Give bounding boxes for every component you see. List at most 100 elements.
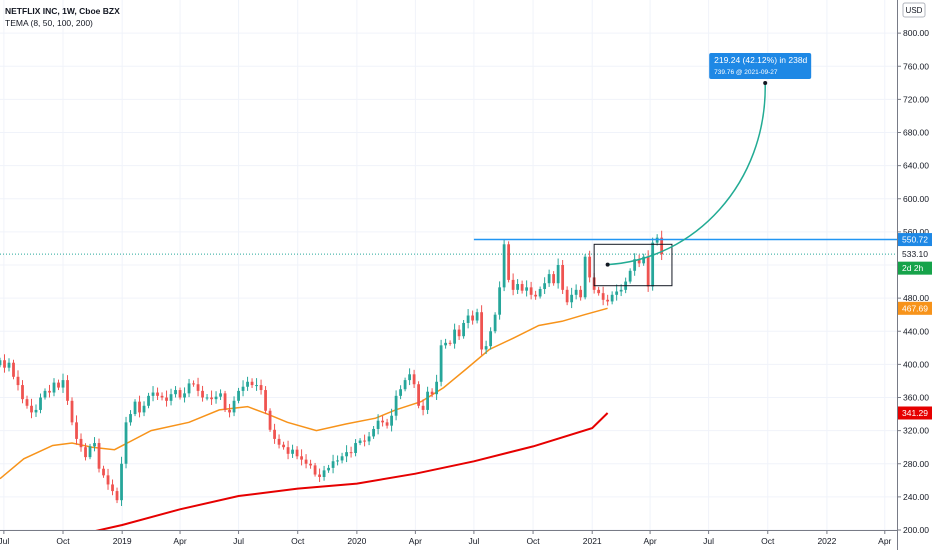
candle-body — [529, 287, 533, 295]
x-tick-label: Jul — [0, 536, 9, 546]
candle-body — [138, 401, 141, 413]
candle-body — [574, 289, 578, 295]
candle — [277, 434, 281, 449]
candle-body — [34, 409, 38, 413]
x-tick-label: Apr — [878, 536, 891, 546]
candle — [520, 280, 524, 294]
candle — [327, 464, 330, 473]
candle-body — [228, 409, 231, 413]
candle — [376, 414, 380, 435]
y-tick-label: 480.00 — [903, 293, 929, 303]
candle — [52, 378, 56, 397]
candle — [232, 396, 236, 417]
candle-body — [246, 381, 249, 387]
currency-label: USD — [906, 6, 923, 15]
candle-body — [268, 410, 272, 430]
y-tick-label: 720.00 — [903, 94, 929, 104]
candle-body — [201, 390, 204, 398]
candle — [358, 438, 362, 446]
candle-body — [376, 420, 380, 429]
candle-body — [507, 244, 511, 280]
candle — [138, 395, 141, 418]
candle-body — [358, 440, 362, 444]
candle-body — [606, 299, 610, 302]
candle-body — [156, 392, 159, 396]
candle-body — [516, 284, 520, 290]
candle-body — [651, 242, 655, 287]
candle-body — [538, 289, 542, 297]
y-tick-label: 200.00 — [903, 525, 929, 535]
candle-body — [264, 390, 267, 411]
candle — [75, 415, 78, 445]
candle — [241, 380, 245, 397]
candle — [183, 387, 186, 403]
candle — [651, 237, 655, 291]
indicator-label: TEMA (8, 50, 100, 200) — [5, 18, 93, 28]
candle-body — [223, 393, 227, 410]
candle — [363, 434, 366, 447]
candle-body — [214, 396, 218, 400]
candle — [187, 378, 191, 398]
candle — [106, 468, 110, 490]
candle — [462, 319, 466, 339]
candle-body — [349, 452, 353, 454]
y-tick-label: 640.00 — [903, 161, 929, 171]
candle — [417, 381, 420, 409]
candle-body — [165, 397, 168, 401]
candle-body — [133, 401, 137, 415]
candle — [408, 368, 411, 386]
candle-body — [97, 443, 101, 469]
candle — [196, 377, 200, 397]
candle — [273, 423, 276, 444]
y-tick-label: 360.00 — [903, 393, 929, 403]
candle — [642, 253, 646, 266]
candle-body — [340, 456, 344, 461]
candle-body — [385, 422, 389, 426]
candle — [192, 380, 195, 387]
candle-body — [597, 289, 601, 294]
candle — [466, 309, 470, 329]
x-tick-label: Apr — [173, 536, 186, 546]
candle-body — [282, 444, 285, 448]
candle-body — [196, 384, 200, 391]
projection-label-sub: 739.76 @ 2021-09-27 — [714, 69, 778, 76]
candle — [70, 397, 74, 426]
candle-body — [219, 393, 222, 397]
candle-body — [430, 391, 434, 395]
candle — [21, 380, 24, 404]
candle-body — [313, 465, 317, 475]
y-tick-label: 240.00 — [903, 492, 929, 502]
candle — [79, 433, 83, 452]
candle-body — [588, 256, 592, 278]
candle-body — [336, 460, 339, 462]
candle-body — [318, 474, 321, 477]
candle — [583, 254, 587, 300]
candle-body — [561, 265, 565, 290]
y-tick-label: 600.00 — [903, 194, 929, 204]
candle-body — [102, 468, 105, 476]
y-tick-label: 760.00 — [903, 61, 929, 71]
candle — [547, 269, 551, 287]
candle-body — [610, 294, 614, 302]
candle-body — [115, 491, 119, 501]
x-tick-label: 2019 — [113, 536, 132, 546]
candle-body — [210, 397, 213, 400]
y-tick-label: 400.00 — [903, 359, 929, 369]
candle-body — [421, 405, 425, 410]
candle-body — [30, 405, 33, 413]
candle-body — [601, 293, 605, 300]
candle-body — [192, 383, 195, 385]
candle — [498, 281, 502, 320]
candle — [471, 310, 475, 325]
candle — [0, 357, 2, 368]
candle-body — [277, 438, 281, 445]
candle — [448, 340, 452, 346]
candle — [169, 388, 173, 406]
candle-body — [61, 380, 65, 388]
x-tick-label: Apr — [643, 536, 656, 546]
candle — [142, 401, 146, 417]
x-tick-label: Jul — [468, 536, 479, 546]
candle — [489, 327, 493, 350]
